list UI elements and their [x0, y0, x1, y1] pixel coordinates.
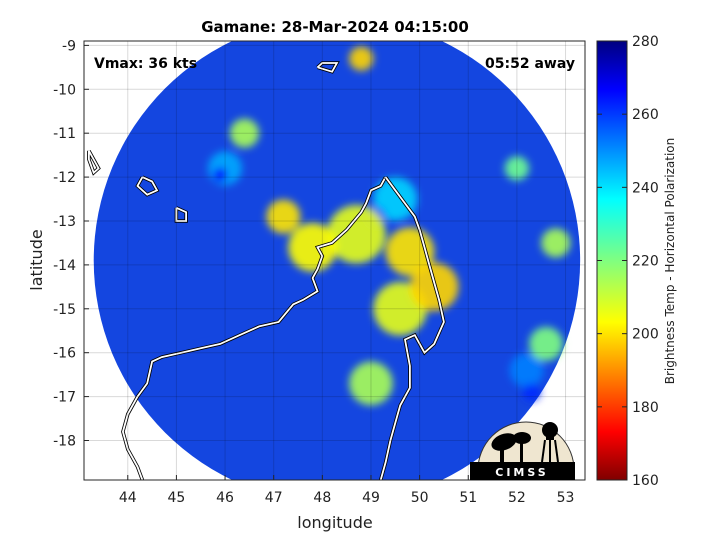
colorbar-label: Brightness Temp - Horizontal Polarizatio…: [663, 138, 677, 385]
x-ticks: 44 45 46 47 48 49 50 51 52 53: [119, 475, 575, 506]
coastline-segment-3: [136, 176, 159, 196]
colorbar-ticks: 160 180 200 220 240 260 280: [597, 34, 659, 489]
x-tick-label-5: 49: [362, 490, 380, 506]
coastline-segment-5: [316, 62, 339, 73]
x-tick-label-8: 52: [508, 490, 526, 506]
x-tick-label-4: 48: [313, 490, 331, 506]
coastline-segment-1: [379, 176, 445, 480]
coastline: [87, 61, 446, 480]
feature-5: [327, 204, 386, 264]
y-tick-label-1: -10: [53, 82, 76, 98]
feature-13: [504, 156, 530, 181]
cb-tick-label-0: 160: [632, 473, 659, 489]
time-away-annotation: 05:52 away: [485, 56, 575, 72]
x-tick-label-9: 53: [557, 490, 575, 506]
y-tick-label-2: -11: [53, 126, 76, 142]
feature-0: [373, 177, 418, 221]
x-axis-label: longitude: [297, 513, 372, 532]
svg-text:CIMSS: CIMSS: [495, 466, 548, 479]
y-tick-label-8: -17: [53, 390, 76, 406]
cb-tick-label-2: 200: [632, 327, 659, 343]
x-tick-label-1: 45: [168, 490, 186, 506]
cimss-logo: CIMSS: [470, 421, 575, 480]
vmax-annotation: Vmax: 36 kts: [94, 56, 197, 72]
y-axis-label: latitude: [27, 229, 46, 290]
brightness-features: [208, 46, 571, 406]
x-tick-label-2: 46: [216, 490, 234, 506]
feature-9: [349, 361, 393, 406]
coastline-segment-0: [121, 176, 387, 480]
coastline-segment-4: [175, 206, 187, 222]
cb-tick-label-1: 180: [632, 400, 659, 416]
swath-disc: [93, 41, 581, 480]
coastline-segment-2: [88, 150, 100, 175]
feature-14: [541, 228, 571, 258]
feature-11: [522, 383, 541, 401]
x-tick-label-3: 47: [265, 490, 283, 506]
y-ticks: -9 -10 -11 -12 -13 -14 -15 -16 -17 -18: [53, 38, 89, 449]
feature-4: [229, 118, 260, 148]
feature-15: [266, 199, 301, 234]
cb-tick-label-3: 220: [632, 254, 659, 270]
y-tick-label-9: -18: [53, 433, 76, 449]
y-tick-label-6: -15: [53, 302, 76, 318]
feature-12: [529, 326, 564, 361]
cb-tick-label-4: 240: [632, 180, 659, 196]
feature-10: [509, 353, 544, 388]
x-tick-label-7: 51: [459, 490, 477, 506]
y-tick-label-7: -16: [53, 346, 76, 362]
x-tick-label-6: 50: [411, 490, 429, 506]
chart-title: Gamane: 28-Mar-2024 04:15:00: [201, 18, 469, 36]
cb-tick-label-6: 280: [632, 34, 659, 50]
y-tick-label-3: -12: [53, 170, 76, 186]
feature-6: [288, 223, 337, 272]
y-tick-label-5: -14: [53, 258, 76, 274]
grid-lines: [84, 41, 585, 480]
feature-3: [212, 167, 228, 183]
plot-frame: [83, 40, 586, 481]
y-tick-label-4: -13: [53, 214, 76, 230]
feature-17: [349, 46, 374, 71]
y-tick-label-0: -9: [62, 38, 76, 54]
cb-tick-label-5: 260: [632, 107, 659, 123]
x-tick-label-0: 44: [119, 490, 137, 506]
